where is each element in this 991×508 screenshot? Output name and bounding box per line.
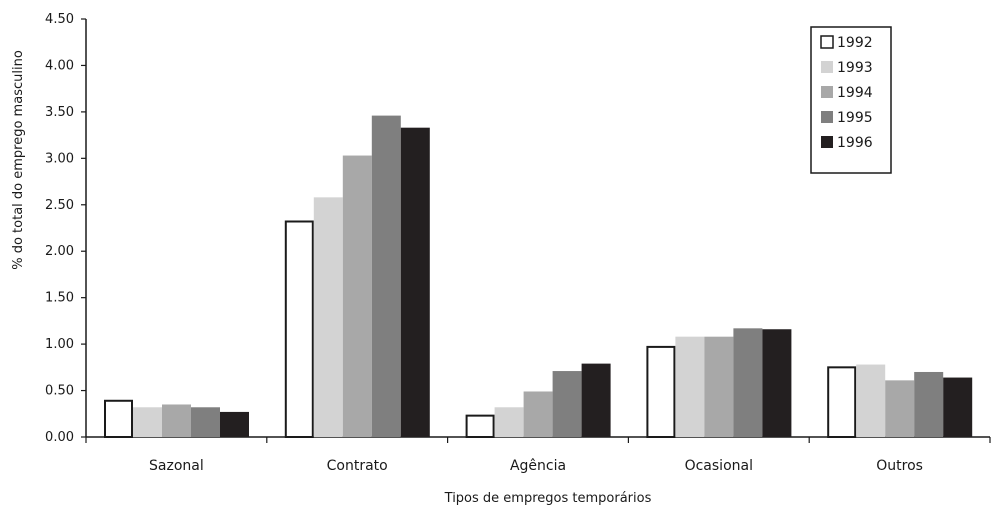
bar-1994-sazonal — [162, 404, 191, 437]
bar-1993-contrato — [313, 197, 343, 437]
bar-1995-contrato — [371, 115, 401, 438]
bars — [104, 115, 973, 439]
bar-1996-outros — [943, 377, 973, 437]
legend-swatch — [821, 61, 833, 73]
bar-1996-ocasional — [762, 329, 792, 437]
legend-swatch — [821, 111, 833, 123]
bar-1995-outros — [914, 371, 944, 437]
legend-label: 1993 — [837, 60, 873, 76]
bar-1994-outros — [885, 380, 915, 437]
x-category-label: Ocasional — [685, 458, 753, 474]
bar-1992-outros — [827, 366, 857, 439]
bar-1995-sazonal — [191, 407, 220, 437]
legend-label: 1996 — [837, 135, 873, 151]
bar-1994-agência — [523, 391, 553, 437]
x-category-label: Outros — [876, 458, 923, 474]
bar-1992-agência — [465, 414, 495, 439]
bar-1994-ocasional — [704, 336, 734, 437]
x-category-label: Contrato — [327, 458, 388, 474]
bar-1995-agência — [552, 371, 582, 437]
bar-1996-sazonal — [220, 411, 249, 437]
y-tick-label: 0.50 — [45, 384, 74, 399]
y-tick-label: 2.50 — [45, 198, 74, 213]
bar-1992-ocasional — [646, 345, 676, 438]
legend-label: 1994 — [837, 85, 873, 101]
legend-swatch — [821, 136, 833, 148]
y-tick-label: 1.00 — [45, 337, 74, 352]
y-tick-label: 3.00 — [45, 151, 74, 166]
y-axis: 0.00 0.50 1.00 1.50 2.00 2.50 3.00 3.50 4.00 4.50 — [45, 12, 87, 445]
bar-1992-sazonal — [104, 399, 133, 439]
bar-1994-contrato — [342, 155, 372, 437]
bar-1995-ocasional — [733, 328, 763, 437]
y-tick-label: 4.00 — [45, 58, 74, 73]
y-tick-label: 3.50 — [45, 105, 74, 120]
bar-1993-ocasional — [675, 336, 705, 437]
bar-1992-contrato — [284, 220, 314, 438]
legend-swatch — [821, 86, 833, 98]
bar-1996-agência — [581, 363, 611, 437]
bar-1996-contrato — [400, 127, 430, 438]
legend-box — [810, 26, 892, 174]
y-axis-title: % do total do emprego masculino — [11, 50, 26, 270]
x-category-label: Agência — [510, 458, 566, 474]
legend: 1992 1993 1994 1995 1996 — [810, 26, 892, 174]
legend-label: 1992 — [837, 35, 873, 51]
y-tick-label: 0.00 — [45, 430, 74, 445]
x-axis-title: Tipos de empregos temporários — [444, 491, 652, 506]
y-tick-label: 1.50 — [45, 291, 74, 306]
y-tick-label: 2.00 — [45, 244, 74, 259]
bar-1993-agência — [494, 407, 524, 437]
x-axis: Sazonal Contrato Agência Ocasional Outros — [85, 436, 991, 474]
bar-1993-outros — [856, 364, 886, 437]
y-tick-label: 4.50 — [45, 12, 74, 27]
bar-1993-sazonal — [133, 407, 162, 437]
legend-swatch — [820, 35, 834, 49]
legend-label: 1995 — [837, 110, 873, 126]
x-category-label: Sazonal — [149, 458, 204, 474]
